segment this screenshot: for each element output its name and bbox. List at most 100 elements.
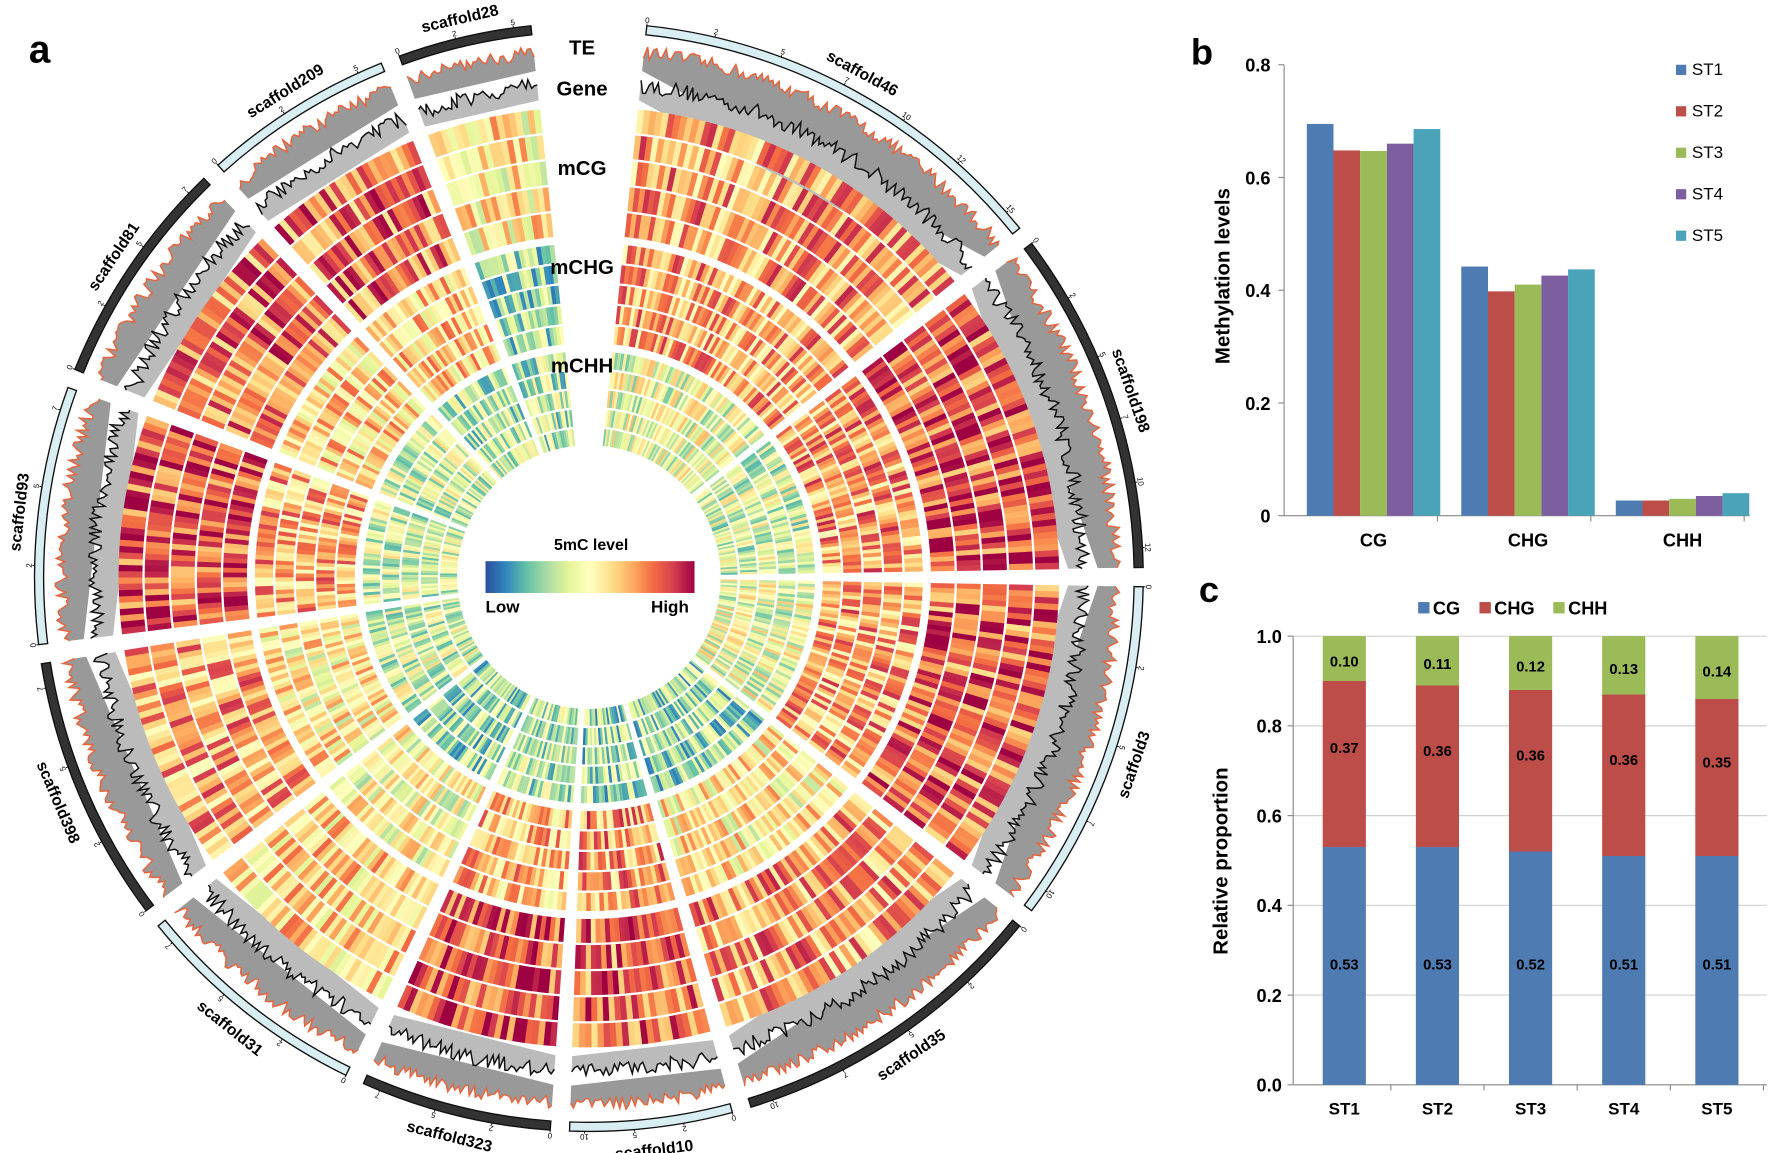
mCG-heatmap-cell xyxy=(970,391,995,407)
mCHH-heatmap-cell xyxy=(796,552,814,557)
mCHH-heatmap-cell xyxy=(711,624,728,633)
mCG-heatmap-cell xyxy=(284,808,306,828)
mCHH-heatmap-cell xyxy=(651,423,661,441)
mCHG-heatmap-cell xyxy=(724,298,737,317)
mCHG-heatmap-cell xyxy=(417,748,433,765)
mCG-heatmap-cell xyxy=(758,228,774,253)
mCHH-heatmap-cell xyxy=(758,658,776,669)
mCHH-heatmap-cell xyxy=(504,750,515,768)
mCG-heatmap-cell xyxy=(944,397,969,413)
mCHH-heatmap-cell xyxy=(715,451,730,465)
mCHG-heatmap-cell xyxy=(409,768,424,785)
mCG-heatmap-cell xyxy=(869,246,890,268)
mCG-heatmap-cell xyxy=(772,863,790,886)
tick-label: 0 xyxy=(730,1113,737,1123)
mCG-heatmap-cell xyxy=(1007,415,1033,430)
mCG-heatmap-cell xyxy=(826,314,848,336)
mCHH-heatmap-cell xyxy=(702,675,717,689)
mCHH-heatmap-cell xyxy=(680,443,693,459)
mCHH-heatmap-cell xyxy=(634,780,642,798)
mCHH-heatmap-cell xyxy=(719,684,735,698)
mCHG-heatmap-cell xyxy=(832,440,851,453)
mCG-heatmap-cell xyxy=(179,487,204,499)
mCHH-heatmap-cell xyxy=(749,432,765,446)
mCHG-heatmap-cell xyxy=(656,842,665,862)
mCHG-heatmap-cell xyxy=(630,848,638,867)
mCHG-heatmap-cell xyxy=(319,727,338,742)
mCHG-heatmap-cell xyxy=(805,363,822,380)
mCG-heatmap-cell xyxy=(903,889,925,911)
mCG-heatmap-cell xyxy=(735,217,751,242)
mCG-heatmap-cell xyxy=(955,717,980,732)
mCHH-heatmap-cell xyxy=(658,427,669,444)
mCHH-heatmap-cell xyxy=(772,623,790,631)
mCG-heatmap-cell xyxy=(902,371,926,389)
mCHH-heatmap-cell xyxy=(697,650,713,662)
mCHG-heatmap-cell xyxy=(690,831,701,850)
mCG-heatmap-cell xyxy=(1008,601,1033,609)
mCG-heatmap-cell xyxy=(1011,426,1037,441)
mCHH-heatmap-cell xyxy=(712,692,727,707)
mCHG-heatmap-cell xyxy=(389,830,404,848)
gene-density-line xyxy=(982,585,1091,875)
mCG-heatmap-cell xyxy=(799,162,817,187)
mCHG-heatmap-cell xyxy=(860,532,880,540)
mCHH-heatmap-cell xyxy=(657,384,667,402)
mCHH-heatmap-cell xyxy=(778,567,796,572)
mCG-heatmap-cell xyxy=(767,145,783,171)
mCHG-heatmap-cell xyxy=(344,635,364,644)
mCHG-heatmap-cell xyxy=(889,669,909,680)
mCHG-heatmap-cell xyxy=(423,779,438,796)
mCG-heatmap-cell xyxy=(271,747,296,765)
mCG-heatmap-cell xyxy=(722,128,737,154)
mCHH-heatmap-cell xyxy=(732,621,750,629)
mCHH-heatmap-cell xyxy=(720,572,738,575)
mCHG-heatmap-cell xyxy=(797,752,815,768)
mCHH-heatmap-cell xyxy=(700,497,716,509)
mCHG-heatmap-cell xyxy=(438,764,452,782)
mCHG-heatmap-cell xyxy=(835,635,855,644)
mCG-heatmap-cell xyxy=(704,149,717,175)
mCHG-heatmap-cell xyxy=(696,353,708,371)
mCG-heatmap-cell xyxy=(254,854,277,875)
mCHH-heatmap-cell xyxy=(746,640,764,649)
mCHG-heatmap-cell xyxy=(371,760,388,777)
mCHG-heatmap-cell xyxy=(682,812,693,831)
mCHG-heatmap-cell xyxy=(720,862,733,881)
mCHH-heatmap-cell xyxy=(720,568,738,572)
mCG-heatmap-cell xyxy=(330,818,351,840)
mCG-heatmap-cell xyxy=(197,587,222,594)
mCHG-heatmap-cell xyxy=(370,693,388,707)
mCHH-heatmap-cell xyxy=(434,635,451,645)
mCHH-heatmap-cell xyxy=(618,412,625,430)
mCG-heatmap-cell xyxy=(846,905,867,928)
mCHG-heatmap-cell xyxy=(321,731,340,745)
mCHG-heatmap-cell xyxy=(387,776,403,793)
mCHG-heatmap-cell xyxy=(810,736,828,751)
mCG-heatmap-cell xyxy=(730,158,745,184)
mCG-heatmap-cell xyxy=(630,994,640,1020)
mCG-heatmap-cell xyxy=(918,348,943,367)
mCHG-heatmap-cell xyxy=(407,793,423,811)
mCG-heatmap-cell xyxy=(527,993,538,1018)
mCG-heatmap-cell xyxy=(924,309,948,329)
mCG-heatmap-cell xyxy=(942,746,967,763)
mCHG-heatmap-cell xyxy=(760,789,775,807)
te-density-line xyxy=(373,1054,553,1110)
tick-label: 0 xyxy=(1144,585,1153,590)
mCHH-heatmap-cell xyxy=(476,689,490,704)
mCHG-heatmap-cell xyxy=(858,693,878,705)
mCG-heatmap-cell xyxy=(215,687,240,701)
tick-label: 7 xyxy=(36,685,46,692)
mCG-heatmap-cell xyxy=(199,720,224,736)
mCHG-heatmap-cell xyxy=(335,669,354,681)
mCHG-heatmap-cell xyxy=(851,490,871,501)
mCHH-heatmap-cell xyxy=(724,677,741,690)
mCG-heatmap-cell xyxy=(927,362,951,380)
mCHG-heatmap-cell xyxy=(664,338,675,357)
mCHG-heatmap-cell xyxy=(525,866,533,885)
mCG-heatmap-cell xyxy=(972,662,998,674)
mCHH-heatmap-cell xyxy=(445,611,463,619)
mCHH-heatmap-cell xyxy=(665,770,676,788)
mCG-heatmap-cell xyxy=(823,953,842,978)
